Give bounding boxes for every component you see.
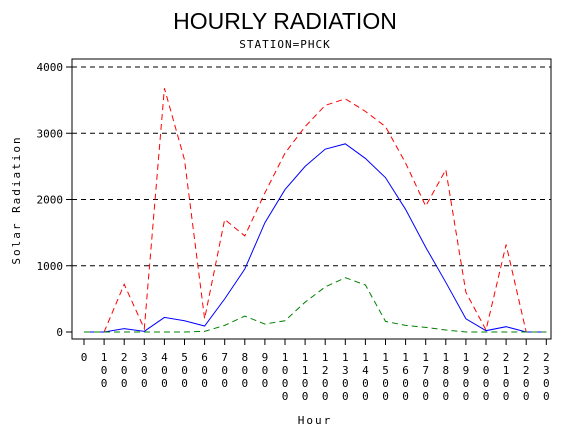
- y-tick-label: 4000: [37, 61, 64, 74]
- y-axis-ticks: 0 1000 2000 3000 4000: [37, 61, 72, 339]
- chart-title: HOURLY RADIATION: [173, 8, 397, 34]
- y-tick-label: 3000: [37, 127, 64, 140]
- series-lines: [84, 88, 547, 333]
- x-axis-ticks: 0 1 0 0 2 0 0 3 0 0 4 0 0 5 0 0 6 0 0 7 0 0 8 0 0 9 0 0 1 0 0 0 1 1 0 0 1 2 0 0…: [81, 339, 550, 403]
- y-tick-label: 0: [56, 326, 63, 339]
- x-tick-label: 0: [81, 351, 88, 364]
- chart-subtitle: STATION=PHCK: [239, 38, 330, 51]
- series-line-3: [84, 277, 547, 333]
- series-line-2: [84, 143, 547, 333]
- y-tick-label: 1000: [37, 260, 64, 273]
- x-axis-label: Hour: [298, 414, 333, 427]
- y-tick-label: 2000: [37, 194, 64, 207]
- gridlines: [72, 66, 551, 267]
- y-axis-label: Solar Radiation: [10, 135, 23, 264]
- series-line-1: [84, 88, 547, 333]
